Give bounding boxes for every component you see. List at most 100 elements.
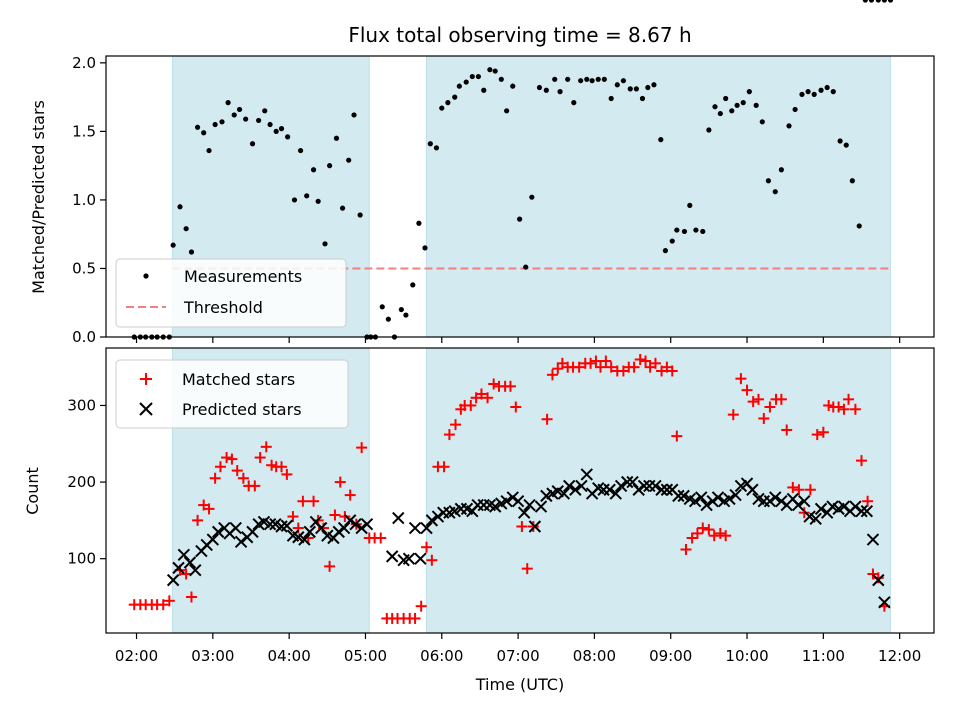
measurement-point — [608, 95, 614, 102]
matched-star-point — [752, 393, 764, 405]
matched-star-point — [426, 554, 438, 566]
measurement-point — [463, 79, 469, 85]
predicted-star-point — [234, 535, 248, 549]
predicted-star-point — [621, 475, 634, 489]
predicted-star-point — [723, 492, 736, 506]
matched-star-point — [817, 426, 829, 438]
measurement-point — [410, 282, 416, 288]
matched-star-point — [260, 441, 272, 453]
matched-star-point — [276, 461, 288, 473]
predicted-star-point — [763, 495, 777, 508]
predicted-star-point — [632, 483, 645, 496]
matched-star-point — [804, 484, 816, 496]
matched-star-point — [764, 401, 776, 413]
matched-star-point — [281, 468, 293, 480]
matched-star-point — [833, 401, 845, 413]
predicted-star-point — [402, 552, 416, 565]
top-legend-box — [115, 258, 347, 328]
matched-star-point — [157, 599, 169, 611]
predicted-star-point — [637, 479, 651, 493]
bottom-y-axis-label: Count — [23, 467, 42, 515]
matched-star-point — [443, 429, 455, 441]
matched-star-point — [798, 507, 810, 519]
matched-star-point — [254, 452, 266, 464]
matched-star-point — [671, 430, 683, 442]
measurement-point — [584, 76, 590, 82]
predicted-star-point — [511, 495, 525, 508]
predicted-star-point — [183, 556, 197, 569]
predicted-star-point — [349, 518, 362, 531]
predicted-star-point — [385, 550, 399, 563]
predicted-star-point — [280, 519, 294, 532]
measurement-point — [339, 205, 346, 211]
matched-star-point — [741, 384, 753, 396]
predicted-star-point — [746, 483, 759, 496]
predicted-star-point — [814, 502, 828, 516]
predicted-star-point — [392, 511, 405, 525]
top-x-axis-ticks — [135, 337, 901, 343]
measurement-point — [706, 127, 712, 133]
measurement-point — [862, 0, 868, 3]
predicted-star-point — [711, 491, 725, 504]
predicted-star-point — [688, 495, 702, 508]
predicted-star-point — [609, 487, 622, 500]
bottom-legend-box — [115, 359, 349, 429]
top-y-axis-ticks: 0.0 0.5 1.0 1.5 2.0 — [72, 54, 106, 346]
matched-star-point — [649, 357, 661, 369]
measurement-point — [529, 194, 535, 200]
measurement-point — [243, 116, 249, 122]
predicted-star-point — [343, 514, 357, 527]
measurement-point — [475, 73, 482, 80]
matched-star-point — [237, 472, 249, 484]
predicted-star-point — [695, 491, 708, 504]
measurement-point — [422, 245, 428, 251]
matched-star-point — [727, 409, 739, 421]
legend-predicted-marker — [139, 402, 153, 416]
top-panel-frame — [105, 55, 935, 338]
measurement-point — [614, 82, 620, 88]
measurement-point — [315, 198, 321, 204]
measurement-point — [456, 83, 462, 89]
top-y-tick-label: 0.5 — [72, 259, 96, 277]
measurement-point — [658, 137, 664, 143]
measurement-point — [693, 227, 699, 233]
matched-star-point — [203, 503, 215, 515]
predicted-star-point — [431, 510, 445, 523]
measurement-point — [887, 0, 894, 3]
measurement-point — [403, 312, 409, 318]
measurement-point — [225, 100, 231, 106]
measurement-point — [712, 104, 718, 110]
measurement-point — [868, 0, 875, 3]
matched-star-point — [680, 543, 692, 555]
measurement-point — [856, 223, 862, 229]
measurement-point — [772, 189, 778, 195]
matched-star-point — [192, 514, 204, 526]
x-tick-label: 12:00 — [878, 647, 921, 665]
predicted-star-point — [563, 479, 576, 493]
matched-star-point — [691, 527, 703, 539]
predicted-star-point — [314, 521, 328, 535]
legend-threshold-label: Threshold — [183, 298, 263, 317]
predicted-star-point — [425, 514, 439, 527]
matched-star-point — [856, 455, 868, 467]
matched-star-point — [180, 568, 192, 580]
predicted-star-point — [246, 525, 259, 539]
measurement-point — [786, 123, 792, 129]
measurement-point — [510, 83, 516, 89]
bottom-y-tick-label: 300 — [67, 396, 96, 414]
measurement-point — [322, 241, 328, 247]
predicted-star-point — [172, 561, 185, 575]
matched-star-point — [209, 472, 221, 484]
predicted-star-point — [303, 525, 316, 539]
measurement-point — [723, 95, 729, 102]
x-tick-label: 11:00 — [802, 647, 845, 665]
measurement-point — [811, 91, 817, 97]
x-tick-label: 08:00 — [573, 647, 616, 665]
predicted-star-point — [523, 498, 536, 512]
measurement-point — [219, 119, 225, 125]
matched-star-point — [666, 365, 678, 377]
measurement-point — [177, 204, 183, 210]
matched-star-point — [504, 380, 516, 392]
matched-star-point — [735, 373, 747, 385]
matched-star-point — [546, 369, 558, 381]
